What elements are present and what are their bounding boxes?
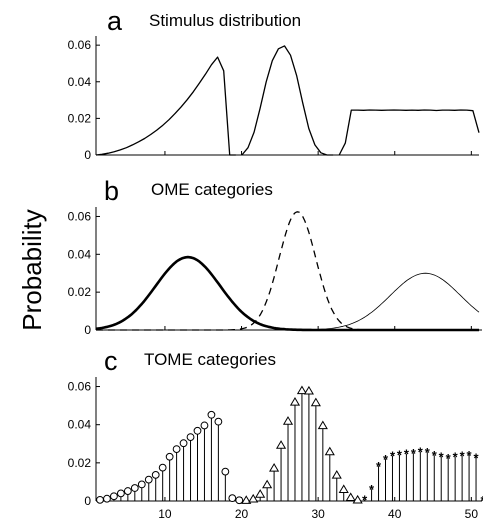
stem-marker-star: * xyxy=(369,482,375,497)
stem-marker-triangle xyxy=(296,385,308,395)
x-tick-label: 10 xyxy=(158,507,172,521)
stem-marker-circle xyxy=(221,467,230,476)
stem-marker-star: * xyxy=(425,445,431,460)
stem-marker-triangle xyxy=(248,493,259,503)
stem-marker-triangle xyxy=(241,495,252,504)
series-3-line xyxy=(338,109,480,156)
series-1-line xyxy=(95,255,479,332)
stem-marker-star: * xyxy=(446,451,452,466)
series-1-line xyxy=(95,56,236,156)
stem-marker-star: * xyxy=(383,452,389,467)
panel-c-letter: c xyxy=(104,346,118,376)
stem-marker-star: * xyxy=(362,492,368,507)
stem-marker-star: * xyxy=(453,450,459,465)
x-tick-label: 40 xyxy=(388,507,402,521)
y-tick-label: 0.06 xyxy=(68,380,92,394)
stem-marker-star: * xyxy=(432,448,438,463)
stem-marker-triangle xyxy=(269,463,280,472)
y-tick-label: 0.06 xyxy=(68,38,92,52)
y-tick-label: 0 xyxy=(84,148,91,162)
stem-marker-circle xyxy=(158,463,167,472)
y-tick-label: 0.02 xyxy=(68,285,92,299)
stem-marker-triangle xyxy=(262,479,273,489)
series-2-line xyxy=(241,45,334,156)
y-tick-label: 0.04 xyxy=(68,418,92,432)
stem-marker-star: * xyxy=(439,450,445,465)
stem-marker-circle xyxy=(214,417,223,426)
series-2-line xyxy=(96,211,479,331)
stem-marker-triangle xyxy=(303,385,314,395)
y-tick-label: 0 xyxy=(84,323,91,337)
stem-marker-circle xyxy=(228,494,237,503)
stem-marker-circle xyxy=(186,433,195,441)
stem-marker-star: * xyxy=(480,493,483,508)
y-tick-label: 0.04 xyxy=(68,75,92,89)
stem-marker-star: * xyxy=(390,449,396,464)
y-tick-label: 0.02 xyxy=(68,456,92,470)
y-tick-label: 0 xyxy=(84,494,91,508)
panel-c: c TOME categories xyxy=(104,346,276,376)
stem-marker-star: * xyxy=(467,448,473,463)
stem-marker-star: * xyxy=(397,448,403,463)
series-3-line xyxy=(96,272,480,331)
panel-b-letter: b xyxy=(104,176,119,206)
stem-marker-circle xyxy=(110,492,118,501)
stem-marker-star: * xyxy=(460,449,466,464)
stem-marker-triangle xyxy=(255,489,266,498)
stem-marker-triangle xyxy=(324,446,335,456)
stem-marker-circle xyxy=(193,426,202,435)
panel-a-letter: a xyxy=(107,6,123,36)
stem-marker-triangle xyxy=(331,470,342,479)
stem-marker-star: * xyxy=(404,447,410,462)
stem-marker-triangle xyxy=(275,440,287,449)
x-tick-label: 30 xyxy=(311,507,325,521)
x-tick-label: 50 xyxy=(465,507,479,521)
chart-b: 0 0.02 0.04 0.06 xyxy=(68,207,482,337)
stem-marker-triangle xyxy=(289,396,301,406)
stem-marker-circle xyxy=(151,470,160,479)
stem-marker-circle xyxy=(130,484,139,492)
stem-marker-triangle xyxy=(282,416,294,425)
panel-a-title: Stimulus distribution xyxy=(149,11,301,30)
y-tick-label: 0.06 xyxy=(68,209,92,223)
stem-marker-circle xyxy=(123,487,132,495)
stem-marker-circle xyxy=(96,495,104,504)
panel-b: b OME categories xyxy=(104,176,273,206)
stem-marker-star: * xyxy=(411,446,417,461)
stem-marker-circle xyxy=(144,475,153,484)
stem-marker-star: * xyxy=(376,459,382,474)
chart-a: 0 0.02 0.04 0.06 xyxy=(68,36,480,162)
y-axis-label: Probability xyxy=(17,209,47,330)
y-tick-label: 0.04 xyxy=(68,247,92,261)
stem-marker-circle xyxy=(165,452,174,461)
stem-marker-circle xyxy=(207,410,216,419)
stem-marker-circle xyxy=(179,439,188,448)
y-tick-label: 0.02 xyxy=(68,111,92,125)
stem-marker-circle xyxy=(116,489,125,498)
stem-marker-triangle xyxy=(345,492,356,502)
panel-c-title: TOME categories xyxy=(144,350,276,369)
stem-marker-triangle xyxy=(310,397,321,407)
panel-a: a Stimulus distribution xyxy=(107,6,301,36)
stem-marker-triangle xyxy=(338,484,349,493)
stem-marker-circle xyxy=(172,445,181,454)
stem-marker-circle xyxy=(103,494,111,503)
stem-marker-circle xyxy=(137,480,146,489)
stem-marker-star: * xyxy=(418,445,424,460)
stem-marker-circle xyxy=(200,421,209,430)
x-tick-label: 20 xyxy=(235,507,249,521)
panel-b-title: OME categories xyxy=(151,180,273,199)
stem-marker-triangle xyxy=(352,494,363,504)
stem-marker-star: * xyxy=(474,450,480,465)
stem-marker-circle xyxy=(235,496,244,505)
stem-marker-triangle xyxy=(317,420,328,430)
